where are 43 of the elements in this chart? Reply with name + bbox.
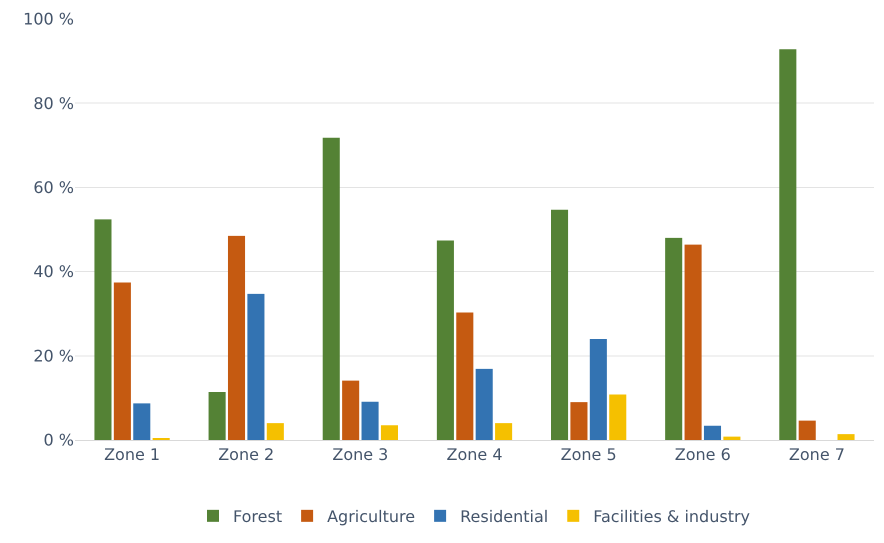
x-tick-label: Zone 3 — [332, 445, 388, 464]
y-tick-label: 20 % — [33, 346, 74, 366]
bar — [551, 210, 568, 440]
bar — [228, 236, 246, 440]
bar — [495, 423, 512, 440]
bar — [723, 436, 740, 440]
x-tick-label: Zone 7 — [788, 445, 845, 464]
bar — [570, 402, 588, 440]
legend-label: Forest — [233, 507, 282, 526]
bar — [476, 368, 493, 440]
x-tick-label: Zone 2 — [218, 445, 274, 464]
bar — [798, 420, 816, 440]
bar — [609, 394, 626, 440]
y-tick-label: 0 % — [44, 430, 74, 450]
legend-label: Agriculture — [327, 507, 416, 526]
bar — [456, 312, 474, 440]
bar — [247, 294, 264, 440]
bar — [665, 238, 682, 440]
bar — [266, 423, 284, 440]
bar — [380, 425, 398, 440]
bar — [362, 402, 379, 440]
bar — [704, 426, 722, 440]
bar — [114, 282, 131, 440]
bar — [133, 403, 150, 440]
bar — [436, 240, 454, 440]
y-tick-label: 60 % — [33, 178, 74, 197]
bar — [684, 244, 702, 440]
bar — [322, 138, 340, 440]
legend-label: Facilities & industry — [593, 507, 750, 526]
x-tick-label: Zone 1 — [104, 445, 160, 464]
bar — [838, 434, 855, 440]
bar — [779, 49, 796, 440]
legend-label: Residential — [460, 507, 548, 526]
bar — [94, 219, 112, 440]
y-tick-label: 80 % — [33, 94, 74, 113]
bar — [208, 392, 226, 440]
y-tick-label: 100 % — [23, 10, 74, 29]
bar — [342, 380, 360, 440]
x-tick-label: Zone 5 — [560, 445, 617, 464]
bar — [590, 338, 607, 440]
y-tick-label: 40 % — [33, 262, 74, 282]
x-tick-label: Zone 4 — [446, 445, 502, 464]
x-tick-label: Zone 6 — [674, 445, 731, 464]
